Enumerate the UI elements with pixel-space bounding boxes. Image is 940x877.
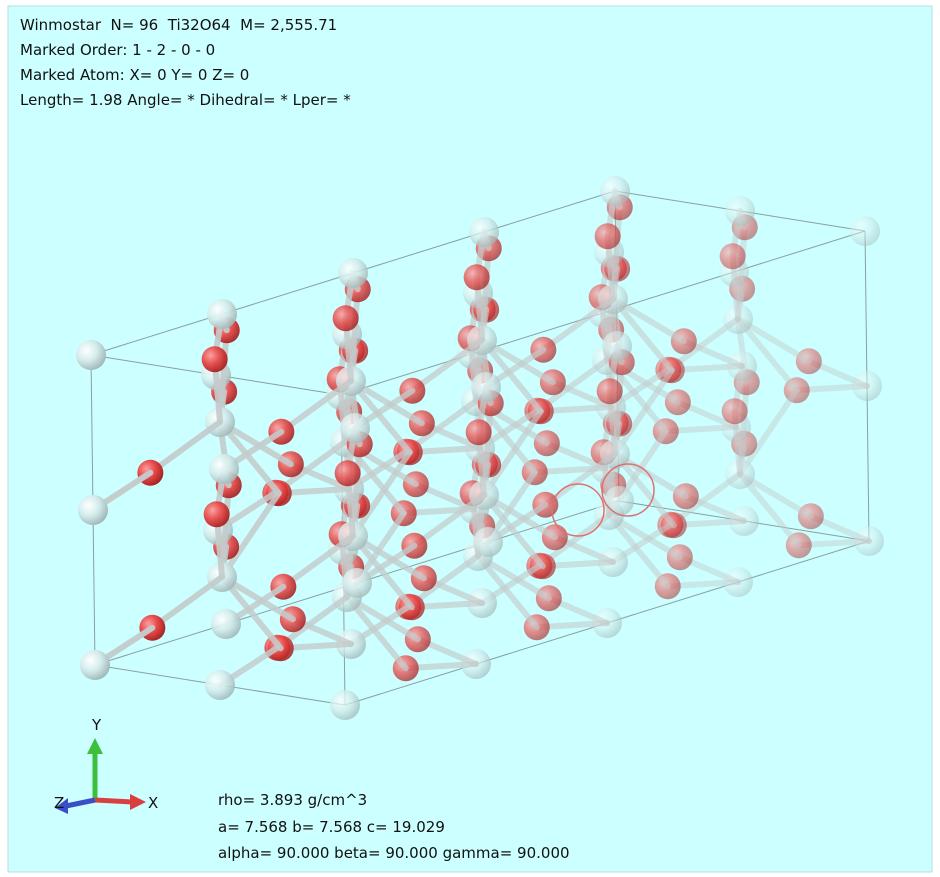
o-atom — [466, 419, 492, 445]
ti-atom — [209, 454, 239, 484]
ti-atom — [342, 568, 372, 598]
ti-atom — [471, 372, 501, 402]
cell-info-line: alpha= 90.000 beta= 90.000 gamma= 90.000 — [218, 844, 570, 862]
ti-atom — [330, 690, 360, 720]
ti-atom — [211, 609, 241, 639]
o-atom — [597, 378, 623, 404]
o-atom — [204, 501, 230, 527]
header-line: Marked Order: 1 - 2 - 0 - 0 — [20, 41, 215, 59]
viewer-canvas: Winmostar N= 96 Ti32O64 M= 2,555.71 Mark… — [0, 0, 940, 877]
ti-atom — [207, 299, 237, 329]
ti-atom — [604, 486, 634, 516]
ti-atom — [76, 340, 106, 370]
ti-atom — [725, 196, 755, 226]
o-atom — [464, 264, 490, 290]
o-atom — [722, 398, 748, 424]
ti-atom — [473, 527, 503, 557]
ti-atom — [205, 670, 235, 700]
ti-atom — [850, 216, 880, 246]
header-line: Marked Atom: X= 0 Y= 0 Z= 0 — [20, 66, 249, 84]
ti-atom — [469, 217, 499, 247]
header-line: Length= 1.98 Angle= * Dihedral= * Lper= … — [20, 91, 351, 109]
viewer-window: Winmostar N= 96 Ti32O64 M= 2,555.71 Mark… — [0, 0, 940, 877]
o-atom — [333, 305, 359, 331]
ti-atom — [78, 495, 108, 525]
o-atom — [335, 460, 361, 486]
y-axis-label: Y — [91, 716, 102, 734]
cell-info-line: a= 7.568 b= 7.568 c= 19.029 — [218, 818, 445, 836]
o-atom — [595, 223, 621, 249]
o-atom — [202, 346, 228, 372]
ti-atom — [338, 258, 368, 288]
x-axis-label: X — [148, 794, 158, 812]
ti-atom — [80, 650, 110, 680]
ti-atom — [602, 331, 632, 361]
ti-atom — [340, 413, 370, 443]
o-atom — [720, 243, 746, 269]
x-axis-arrow — [95, 800, 132, 802]
cell-info-line: rho= 3.893 g/cm^3 — [218, 791, 367, 809]
header-line: Winmostar N= 96 Ti32O64 M= 2,555.71 — [20, 16, 337, 34]
ti-atom — [600, 176, 630, 206]
z-axis-label: Z — [54, 794, 64, 812]
